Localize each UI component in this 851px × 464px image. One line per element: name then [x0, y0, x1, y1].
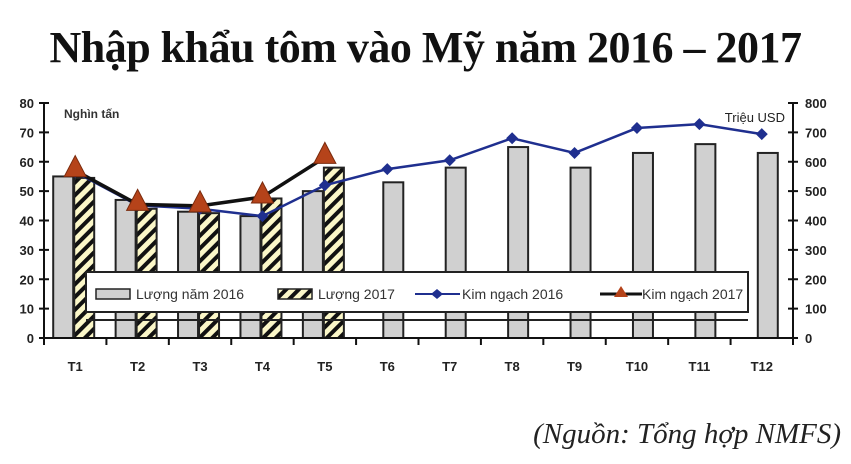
x-tick-label: T7 [442, 359, 457, 374]
legend-label-luong-2017: Lượng 2017 [318, 286, 395, 302]
legend-swatch-2017 [277, 288, 313, 300]
left-tick-label: 40 [20, 214, 34, 229]
right-tick-label: 200 [805, 272, 827, 287]
right-tick-label: 100 [805, 302, 827, 317]
bar-2017 [73, 176, 96, 339]
x-tick-label: T10 [626, 359, 648, 374]
legend-label-luong-2016: Lượng năm 2016 [136, 286, 244, 302]
left-tick-label: 70 [20, 125, 34, 140]
diamond-marker [755, 128, 768, 141]
legend-swatch-2016 [95, 288, 131, 300]
legend-items: Lượng năm 2016 Lượng 2017 Kim ngạch 2016 Ki… [95, 286, 743, 302]
legend-label-kim-ngach-2016: Kim ngạch 2016 [462, 286, 563, 302]
legend-box [85, 271, 749, 313]
legend-diamond-icon [431, 289, 443, 299]
legend-label-kim-ngach-2017: Kim ngạch 2017 [642, 286, 743, 302]
x-tick-label: T5 [317, 359, 332, 374]
chart-title: Nhập khẩu tôm vào Mỹ năm 2016 – 2017 [49, 23, 802, 72]
diamond-marker [568, 146, 581, 159]
left-tick-label: 0 [27, 331, 34, 346]
bar-2016 [382, 181, 405, 339]
x-tick-label: T1 [68, 359, 83, 374]
right-tick-label: 500 [805, 184, 827, 199]
triangle-marker [313, 141, 337, 164]
diamond-marker [318, 179, 331, 192]
x-tick-label: T4 [255, 359, 271, 374]
x-tick-label: T8 [505, 359, 520, 374]
x-tick-label: T3 [192, 359, 207, 374]
left-tick-label: 10 [20, 302, 34, 317]
triangle-marker [63, 154, 88, 178]
right-tick-label: 0 [805, 331, 812, 346]
bar-2016 [301, 190, 324, 339]
line-kim-ngạch-2016 [74, 122, 762, 218]
left-tick-label: 80 [20, 96, 34, 111]
triangle-marker [125, 188, 150, 211]
x-tick-label: T6 [380, 359, 395, 374]
x-tick-label: T11 [689, 359, 711, 374]
right-tick-label: 700 [805, 125, 827, 140]
chart-plot: 0102030405060708001002003004005006007008… [20, 96, 827, 374]
diamond-marker [381, 163, 394, 176]
left-tick-label: 20 [20, 272, 34, 287]
triangle-marker [250, 180, 275, 204]
axes: 0102030405060708001002003004005006007008… [20, 96, 827, 374]
x-tick-label: T12 [751, 359, 773, 374]
bar-2016 [52, 175, 75, 339]
left-tick-label: 60 [20, 155, 34, 170]
bar-2016 [114, 198, 137, 339]
left-tick-label: 50 [20, 184, 34, 199]
x-tick-label: T9 [567, 359, 582, 374]
legend-triangle-icon [614, 286, 628, 297]
triangle-marker [188, 189, 212, 213]
diamond-marker [693, 118, 706, 131]
bar-2016 [756, 151, 779, 339]
diamond-marker [630, 121, 643, 134]
legend [85, 271, 749, 321]
right-tick-label: 400 [805, 214, 827, 229]
diamond-marker [256, 210, 269, 223]
left-tick-label: 30 [20, 243, 34, 258]
source-note: (Nguồn: Tổng hợp NMFS) [533, 418, 841, 450]
lines-layer [63, 118, 768, 223]
right-tick-label: 600 [805, 155, 827, 170]
right-unit-label: Triệu USD [725, 110, 785, 125]
x-tick-label: T2 [130, 359, 145, 374]
diamond-marker [506, 132, 519, 145]
right-tick-label: 800 [805, 96, 827, 111]
left-unit-label: Nghìn tấn [64, 107, 119, 121]
diamond-marker [443, 154, 456, 167]
right-tick-label: 300 [805, 243, 827, 258]
